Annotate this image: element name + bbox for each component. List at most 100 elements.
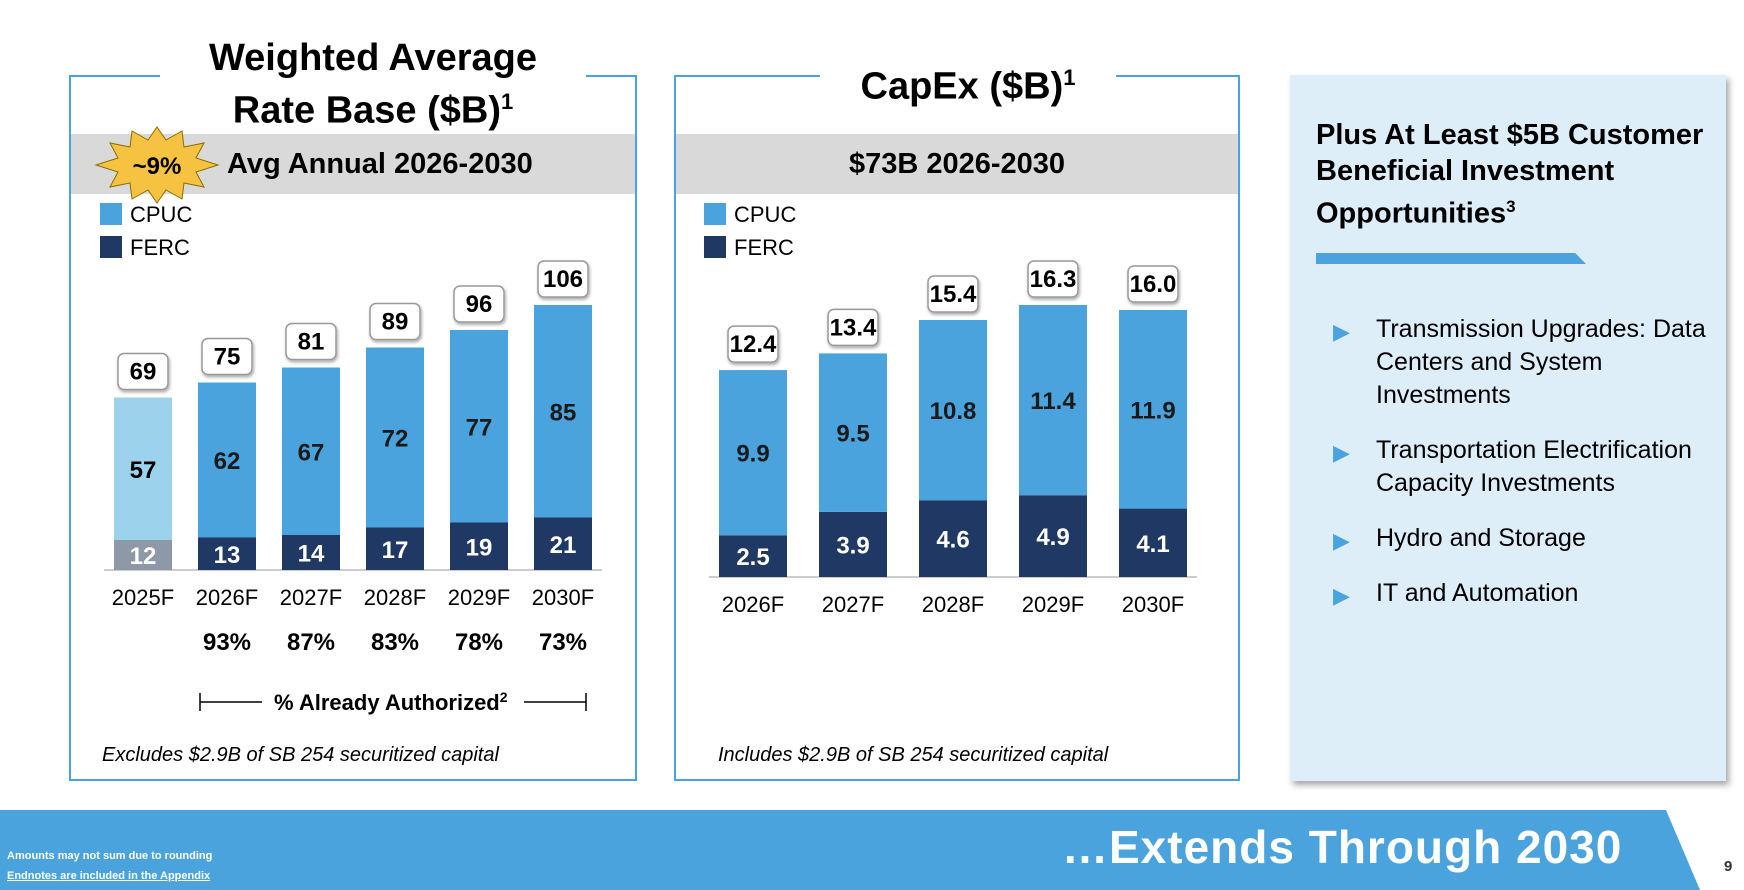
data-label-ferc: 12 xyxy=(130,543,157,570)
badge-text: ~9% xyxy=(133,153,182,180)
total-label: 75 xyxy=(214,344,241,371)
authorized-pct-label: 78% xyxy=(455,629,503,656)
data-label-cpuc: 10.8 xyxy=(930,398,977,425)
bar-cpuc xyxy=(719,370,787,536)
x-tick-label: 2028F xyxy=(364,585,426,610)
total-label: 12.4 xyxy=(730,331,777,358)
data-label-ferc: 19 xyxy=(466,534,493,561)
authorized-pct-label: 87% xyxy=(287,629,335,656)
opportunities-title: Plus At Least $5B Customer Beneficial In… xyxy=(1316,117,1716,232)
footer-background xyxy=(0,810,1700,890)
authorized-pct-label: 83% xyxy=(371,629,419,656)
bar-ferc xyxy=(819,511,887,577)
badge-starburst-icon xyxy=(94,126,220,204)
triangle-bullet-icon: ▶ xyxy=(1333,319,1350,344)
legend-swatch-ferc xyxy=(100,236,122,258)
bar-cpuc xyxy=(1019,305,1087,496)
bar-cpuc xyxy=(1119,310,1187,509)
list-item-text: Hydro and Storage xyxy=(1376,524,1586,552)
list-item: ▶ Transportation Electrification Capacity… xyxy=(1333,434,1713,500)
x-tick-label: 2030F xyxy=(532,585,594,610)
total-label: 13.4 xyxy=(830,314,877,341)
data-label-cpuc: 72 xyxy=(382,426,409,453)
bar-cpuc xyxy=(198,382,256,538)
capex-title-text: CapEx ($B) xyxy=(860,65,1064,108)
footer-banner: Amounts may not sum due to rounding Endn… xyxy=(0,810,1744,890)
bar-cpuc xyxy=(534,305,592,518)
data-label-ferc: 2.5 xyxy=(736,544,769,571)
opportunities-box: Plus At Least $5B Customer Beneficial In… xyxy=(1290,75,1726,781)
list-item: ▶ Transmission Upgrades: Data Centers and… xyxy=(1333,313,1713,412)
rate-base-footnote: Excludes $2.9B of SB 254 securitized cap… xyxy=(102,744,499,766)
triangle-bullet-icon: ▶ xyxy=(1333,528,1350,553)
bar-ferc xyxy=(282,535,340,570)
total-label: 96 xyxy=(466,291,493,318)
bar-cpuc xyxy=(919,320,987,501)
legend-label-cpuc: CPUC xyxy=(130,202,192,227)
bar-ferc xyxy=(719,535,787,577)
rate-base-chart: CPUC FERC 12 57 69 2025F 13 62 75 2026F 93% 14 67 81 2… xyxy=(100,202,602,715)
x-tick-label: 2028F xyxy=(922,592,984,617)
data-label-ferc: 3.9 xyxy=(836,532,869,559)
bar-ferc xyxy=(919,500,987,577)
opportunities-title-sup: 3 xyxy=(1506,197,1516,216)
list-item: ▶ Hydro and Storage xyxy=(1333,522,1713,555)
capex-title: CapEx ($B)1 xyxy=(820,56,1116,109)
data-label-ferc: 13 xyxy=(214,542,241,569)
list-item: ▶ IT and Automation xyxy=(1333,577,1713,610)
data-label-cpuc: 9.9 xyxy=(736,441,769,468)
authorized-pct-label: 93% xyxy=(203,629,251,656)
data-label-ferc: 14 xyxy=(298,541,325,568)
data-label-cpuc: 77 xyxy=(466,414,493,441)
total-callout xyxy=(1127,265,1179,303)
total-callout xyxy=(369,302,421,341)
page-number: 9 xyxy=(1724,858,1733,875)
capex-footnote: Includes $2.9B of SB 254 securitized cap… xyxy=(718,744,1109,766)
total-label: 69 xyxy=(130,359,157,386)
total-label: 16.3 xyxy=(1030,266,1077,293)
list-item-text: Transmission Upgrades: Data Centers and … xyxy=(1376,315,1706,409)
bar-ferc xyxy=(366,527,424,570)
x-tick-label: 2026F xyxy=(722,592,784,617)
bar-cpuc xyxy=(450,330,508,523)
bar-ferc xyxy=(1119,508,1187,577)
legend-swatch-ferc xyxy=(704,236,726,258)
data-label-cpuc: 9.5 xyxy=(836,421,869,448)
total-callout xyxy=(285,322,337,361)
data-label-cpuc: 67 xyxy=(298,439,325,466)
data-label-ferc: 4.9 xyxy=(1036,524,1069,551)
rounding-note: Amounts may not sum due to rounding xyxy=(7,850,213,862)
data-label-ferc: 17 xyxy=(382,537,409,564)
authorized-label-sup: 2 xyxy=(500,689,508,705)
bar-cpuc xyxy=(366,347,424,528)
rate-base-title-line2: Rate Base ($B) xyxy=(232,89,501,132)
data-label-ferc: 4.1 xyxy=(1136,531,1169,558)
bar-ferc xyxy=(534,517,592,570)
rate-base-title-line1: Weighted Average xyxy=(208,37,537,79)
total-callout xyxy=(927,275,979,313)
total-callout xyxy=(117,352,169,391)
capex-chart: CPUC FERC 2.5 9.9 12.4 2026F 3.9 9.5 13.4 2027F 4.… xyxy=(704,202,1197,617)
legend-label-ferc: FERC xyxy=(130,235,190,260)
growth-badge: ~9% xyxy=(94,126,220,204)
endnotes-link[interactable]: Endnotes are included in the Appendix xyxy=(7,870,211,882)
bar-ferc xyxy=(450,522,508,570)
triangle-bullet-icon: ▶ xyxy=(1333,440,1350,465)
data-label-ferc: 4.6 xyxy=(936,527,969,554)
total-label: 89 xyxy=(382,309,409,336)
x-tick-label: 2025F xyxy=(112,585,174,610)
list-item-text: IT and Automation xyxy=(1376,579,1579,607)
data-label-cpuc: 57 xyxy=(130,457,157,484)
capex-band xyxy=(676,134,1238,194)
x-tick-label: 2030F xyxy=(1122,592,1184,617)
legend-swatch-cpuc xyxy=(704,203,726,225)
total-callout xyxy=(537,260,589,298)
data-label-cpuc: 11.9 xyxy=(1130,397,1175,424)
authorized-label: % Already Authorized2 xyxy=(274,689,508,715)
rate-base-band-text: Avg Annual 2026-2030 xyxy=(227,148,533,180)
capex-band-text: $73B 2026-2030 xyxy=(848,148,1066,180)
legend-swatch-cpuc xyxy=(100,203,122,225)
capex-title-sup: 1 xyxy=(1063,65,1076,90)
bar-cpuc xyxy=(282,367,340,535)
total-callout xyxy=(453,285,505,323)
